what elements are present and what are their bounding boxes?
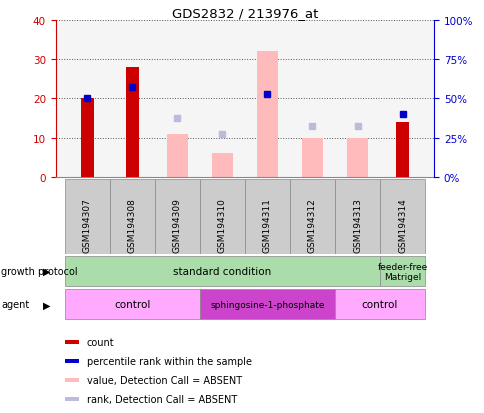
Text: ▶: ▶ xyxy=(44,299,51,310)
Bar xyxy=(167,135,187,178)
Bar xyxy=(65,359,79,363)
Bar xyxy=(257,52,277,178)
Bar xyxy=(65,180,109,254)
Text: ▶: ▶ xyxy=(44,266,51,277)
Text: sphingosine-1-phosphate: sphingosine-1-phosphate xyxy=(210,300,324,309)
Text: percentile rank within the sample: percentile rank within the sample xyxy=(87,356,251,366)
Text: rank, Detection Call = ABSENT: rank, Detection Call = ABSENT xyxy=(87,394,237,404)
Text: GSM194312: GSM194312 xyxy=(307,198,317,252)
Bar xyxy=(347,138,367,178)
Text: value, Detection Call = ABSENT: value, Detection Call = ABSENT xyxy=(87,375,242,385)
Bar xyxy=(212,154,232,178)
Bar xyxy=(126,68,138,178)
Bar xyxy=(289,180,334,254)
Bar xyxy=(395,123,408,178)
Bar xyxy=(154,180,199,254)
Text: GSM194313: GSM194313 xyxy=(352,198,361,252)
Text: feeder-free
Matrigel: feeder-free Matrigel xyxy=(377,262,427,281)
Text: control: control xyxy=(361,299,397,310)
Text: GSM194308: GSM194308 xyxy=(128,198,136,252)
Bar xyxy=(199,290,334,320)
Text: growth protocol: growth protocol xyxy=(1,266,77,277)
Text: GSM194311: GSM194311 xyxy=(262,198,272,252)
Text: GSM194310: GSM194310 xyxy=(217,198,227,252)
Text: GSM194314: GSM194314 xyxy=(397,198,406,252)
Bar xyxy=(65,378,79,382)
Text: GSM194307: GSM194307 xyxy=(83,198,91,252)
Bar xyxy=(65,256,379,287)
Bar xyxy=(334,180,379,254)
Title: GDS2832 / 213976_at: GDS2832 / 213976_at xyxy=(171,7,318,19)
Bar xyxy=(199,180,244,254)
Bar xyxy=(302,138,322,178)
Bar xyxy=(379,256,424,287)
Text: GSM194309: GSM194309 xyxy=(172,198,182,252)
Bar xyxy=(65,397,79,401)
Bar xyxy=(109,180,154,254)
Bar xyxy=(65,340,79,344)
Bar xyxy=(379,180,424,254)
Text: agent: agent xyxy=(1,299,29,310)
Text: standard condition: standard condition xyxy=(173,266,271,277)
Bar xyxy=(65,290,199,320)
Text: count: count xyxy=(87,337,114,347)
Bar xyxy=(244,180,289,254)
Bar xyxy=(81,99,93,178)
Bar xyxy=(334,290,424,320)
Text: control: control xyxy=(114,299,150,310)
